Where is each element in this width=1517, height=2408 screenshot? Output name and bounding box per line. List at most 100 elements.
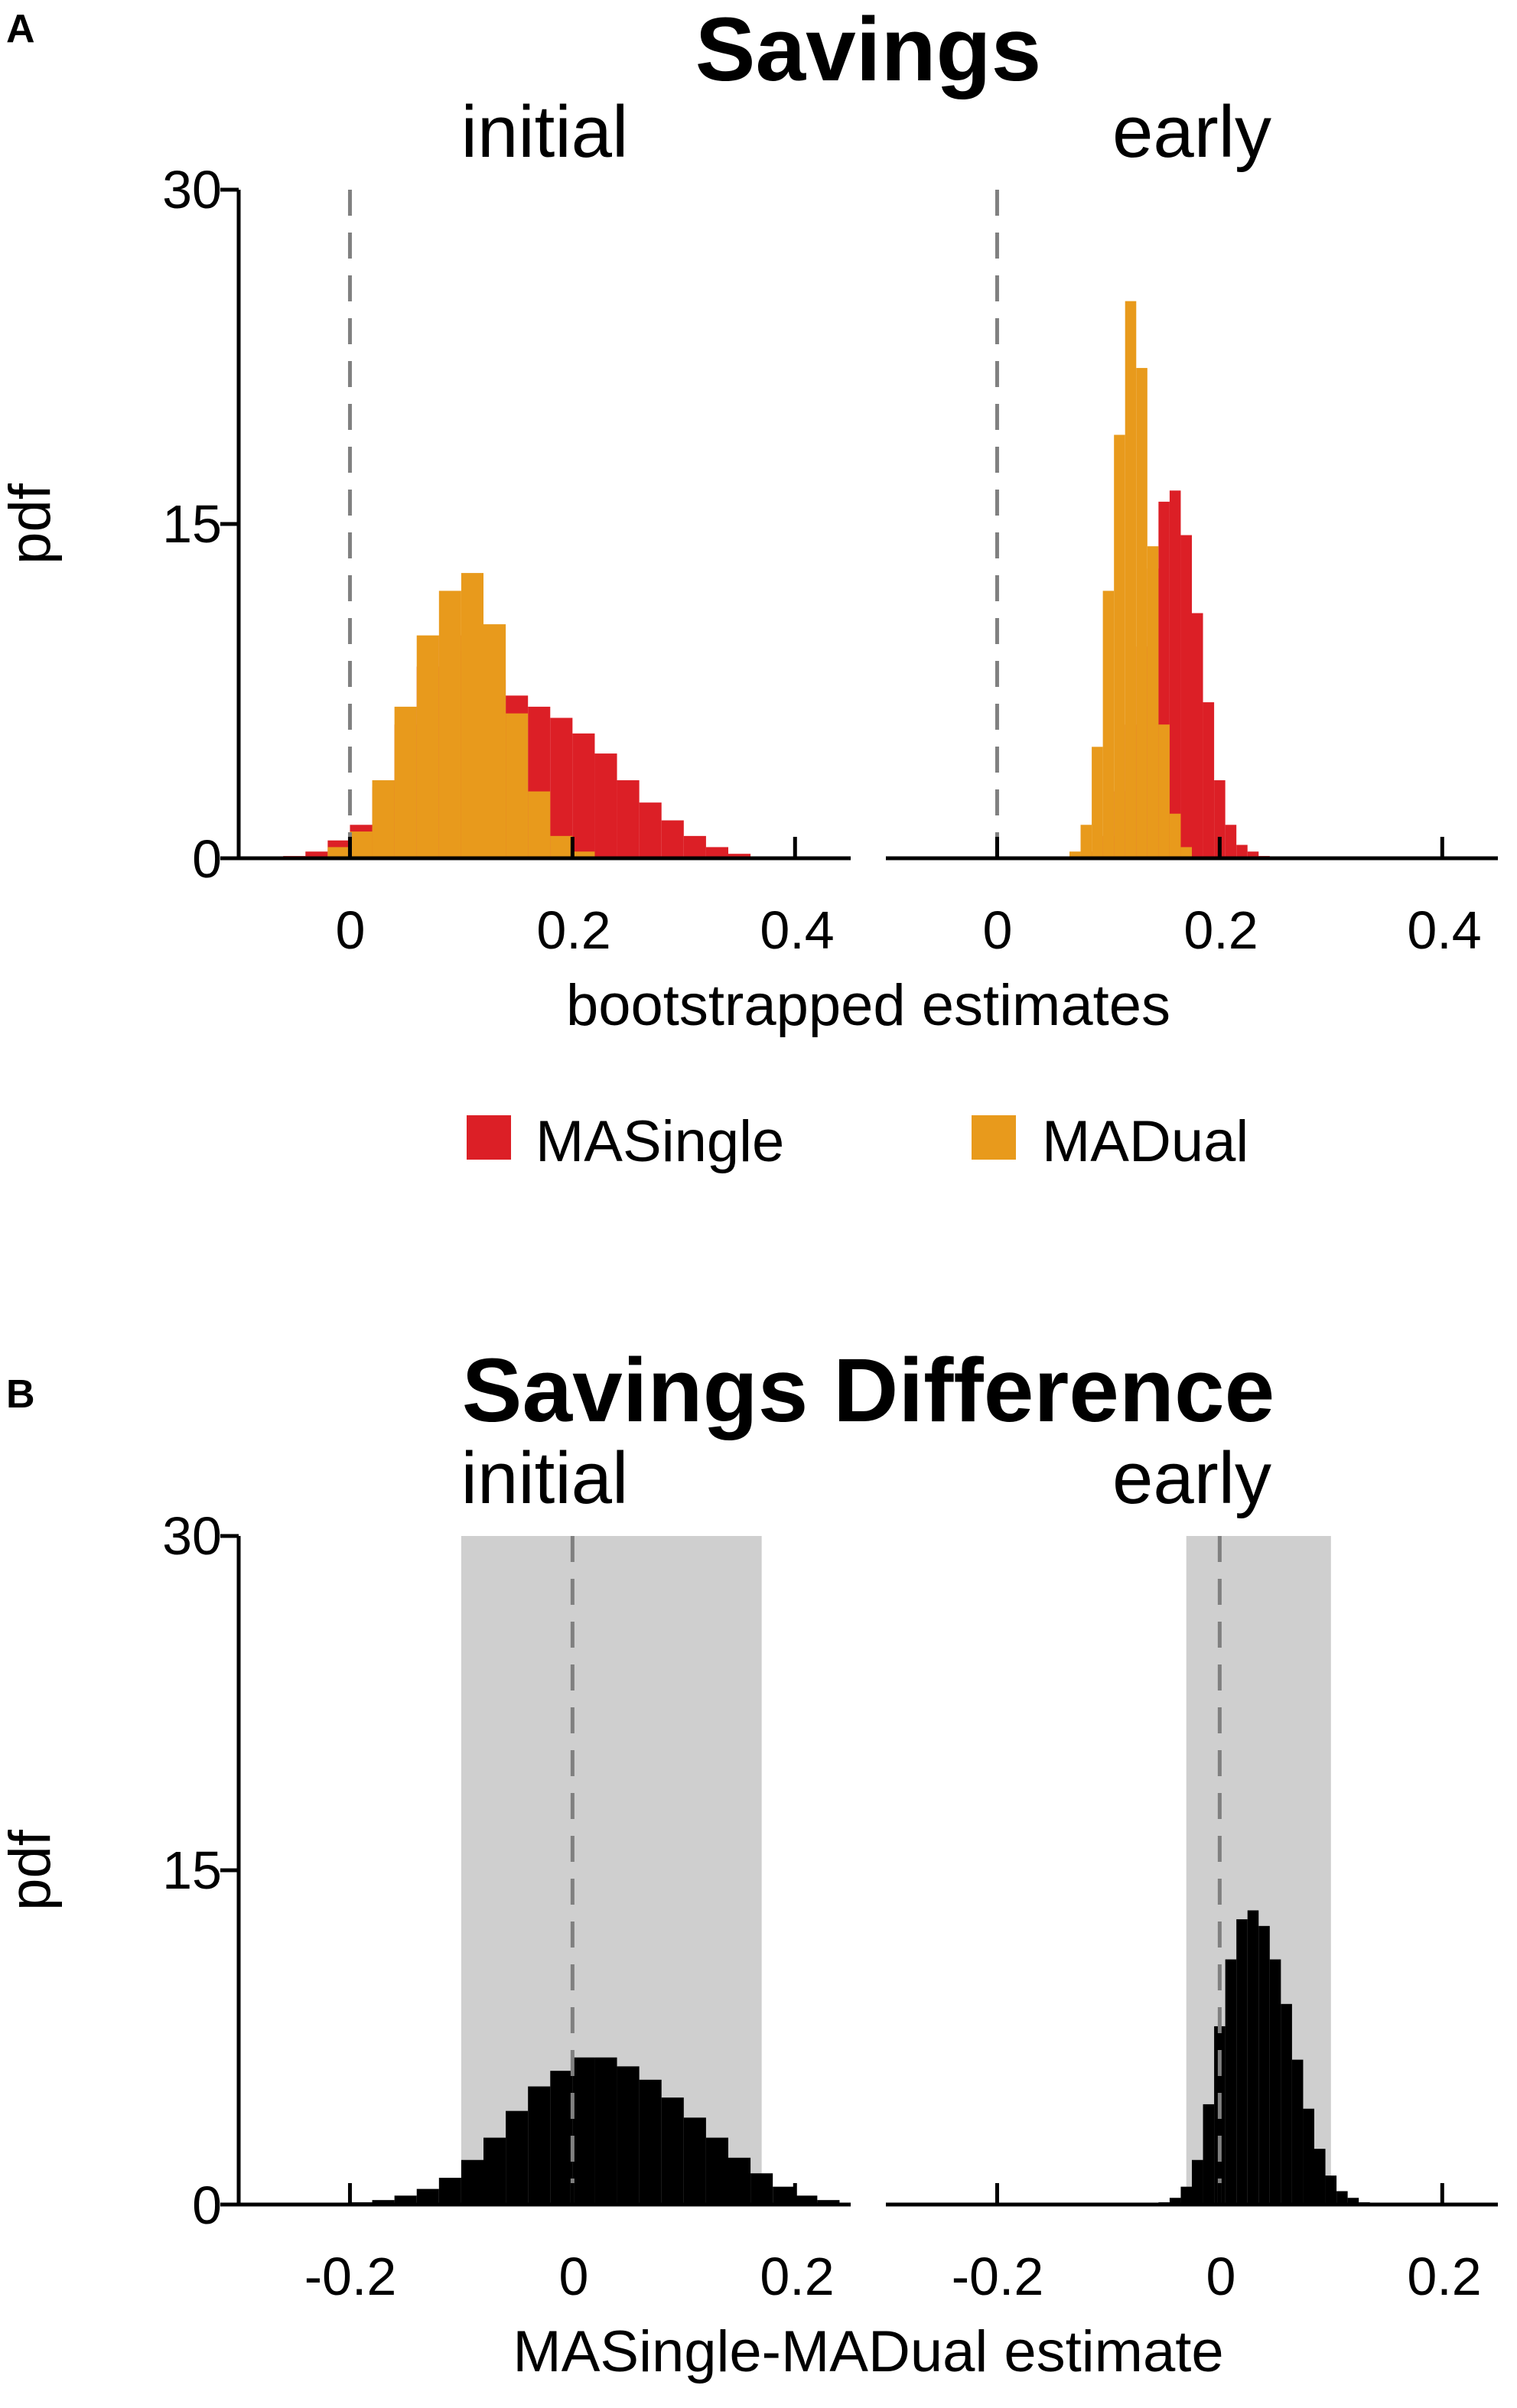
histogram-bar-madual	[1180, 847, 1192, 858]
histogram-bar-madual	[1102, 591, 1115, 858]
x-tick-label: 0.2	[536, 900, 610, 960]
histogram-bar-masingle-madual	[372, 2200, 395, 2205]
histogram-bar-masingle-madual	[1347, 2198, 1359, 2205]
histogram-bar-madual	[1069, 851, 1081, 858]
histogram-bar-madual	[1169, 813, 1181, 858]
histogram-bar-masingle-madual	[483, 2137, 506, 2205]
histogram-bar-masingle	[1236, 844, 1248, 858]
y-ticks	[220, 187, 239, 861]
histogram-bar-madual	[506, 713, 529, 858]
x-tick-label: 0.4	[1407, 900, 1481, 960]
histogram-bar-masingle	[661, 820, 684, 858]
histogram-bar-masingle-madual	[1225, 1959, 1237, 2205]
histogram-bar-masingle-madual	[817, 2200, 840, 2205]
x-ticks	[995, 837, 1444, 858]
y-tick-label: 30	[162, 1506, 222, 1566]
histogram-bar-masingle	[1169, 490, 1181, 858]
histogram-bar-masingle-madual	[1192, 2159, 1203, 2205]
histogram-bar-madual	[372, 780, 395, 858]
histogram-bar-masingle-madual	[639, 2079, 662, 2205]
histogram-bar-masingle-madual	[1169, 2198, 1181, 2205]
histogram-bar-masingle	[639, 802, 662, 858]
histogram-bar-masingle-madual	[661, 2097, 684, 2205]
y-tick-label: 0	[192, 2175, 222, 2235]
histogram-bar-masingle	[1225, 825, 1237, 858]
histogram-bar-madual	[350, 831, 373, 858]
histogram-bar-madual	[1136, 368, 1148, 859]
panel-b: B Savings Difference pdf initial 30 15 0…	[0, 1340, 1498, 2384]
x-ticks	[347, 2183, 797, 2205]
panel-b-ylabel: pdf	[0, 1829, 63, 1911]
histogram-bar-masingle-madual	[394, 2195, 417, 2205]
histogram-bar-masingle	[705, 847, 728, 858]
subplot-b-early: early -0.2 0 0.2	[886, 1437, 1498, 2306]
x-tick-label: 0.2	[1183, 900, 1258, 960]
histogram-bars	[283, 573, 751, 858]
histogram-bar-masingle-madual	[1258, 1925, 1270, 2205]
x-tick-label: 0	[559, 2247, 589, 2306]
x-tick-label: 0	[1206, 2247, 1236, 2306]
legend: MASingle MADual	[467, 1109, 1248, 1174]
histogram-bar-masingle-madual	[705, 2137, 728, 2205]
histogram-bar-madual	[438, 591, 461, 858]
histogram-bar-masingle-madual	[773, 2186, 796, 2205]
x-tick-label: 0.4	[760, 900, 834, 960]
histogram-bar-masingle-madual	[594, 2057, 617, 2205]
x-ticks	[995, 2183, 1444, 2205]
histogram-bar-masingle	[683, 835, 706, 858]
histogram-bar-madual	[394, 706, 417, 858]
histogram-bar-madual	[528, 791, 551, 858]
histogram-bar-masingle-madual	[1291, 2059, 1304, 2205]
histogram-bar-madual	[550, 835, 573, 858]
y-tick-label: 30	[162, 160, 222, 220]
subplot-title: initial	[461, 91, 629, 173]
x-tick-label: 0.2	[1407, 2247, 1481, 2306]
histogram-bar-madual	[1092, 747, 1103, 858]
histogram-bar-masingle-madual	[1269, 1959, 1281, 2205]
histogram-bar-madual	[327, 847, 350, 858]
histogram-bar-madual	[1080, 825, 1092, 858]
x-tick-label: 0	[336, 900, 366, 960]
histogram-bar-masingle-madual	[461, 2159, 483, 2205]
panel-b-title: Savings Difference	[462, 1340, 1274, 1441]
histogram-bar-masingle	[1247, 851, 1259, 858]
histogram-bar-masingle-madual	[1281, 2003, 1292, 2205]
histogram-bar-masingle-madual	[683, 2117, 706, 2205]
subplot-a-initial: initial 30 15 0 0 0.2 0.4	[162, 91, 851, 960]
histogram-bar-masingle	[305, 851, 328, 858]
histogram-bar-masingle-madual	[528, 2086, 551, 2205]
histogram-bar-masingle-madual	[1325, 2175, 1337, 2205]
panel-a-title: Savings	[695, 0, 1042, 100]
histogram-bar-masingle-madual	[1180, 2186, 1192, 2205]
histogram-bar-madual	[572, 851, 595, 858]
histogram-bar-madual	[1114, 434, 1125, 858]
histogram-bar-masingle	[617, 780, 640, 858]
histogram-bar-madual	[1125, 301, 1137, 859]
x-tick-label: -0.2	[304, 2247, 397, 2306]
y-tick-label: 0	[192, 829, 222, 889]
subplot-title: early	[1112, 1437, 1271, 1519]
legend-swatch-masingle	[467, 1115, 511, 1160]
x-tick-label: -0.2	[952, 2247, 1044, 2306]
histogram-bar-masingle-madual	[550, 2071, 573, 2205]
histogram-bar-masingle	[1192, 613, 1203, 858]
x-tick-label: 0	[983, 900, 1013, 960]
histogram-bar-masingle-madual	[795, 2195, 818, 2205]
legend-label-masingle: MASingle	[536, 1109, 784, 1174]
legend-swatch-madual	[972, 1115, 1016, 1160]
histogram-bar-masingle-madual	[1247, 1910, 1259, 2205]
histogram-bar-masingle-madual	[728, 2157, 751, 2205]
histogram-bars	[350, 2057, 840, 2205]
histogram-bar-madual	[416, 635, 439, 858]
histogram-bar-masingle-madual	[1236, 1919, 1248, 2205]
subplot-title: early	[1112, 91, 1271, 173]
y-tick-label: 15	[162, 494, 222, 554]
histogram-bar-masingle	[594, 753, 617, 858]
histogram-bar-masingle-madual	[438, 2178, 461, 2205]
y-ticks	[220, 1534, 239, 2207]
subplot-b-initial: initial 30 15 0 -0.2 0 0.2	[162, 1437, 851, 2306]
histogram-bar-masingle-madual	[1336, 2191, 1348, 2205]
x-ticks	[347, 837, 797, 858]
histogram-bar-masingle	[1214, 780, 1226, 858]
histogram-bar-masingle-madual	[1314, 2149, 1326, 2205]
